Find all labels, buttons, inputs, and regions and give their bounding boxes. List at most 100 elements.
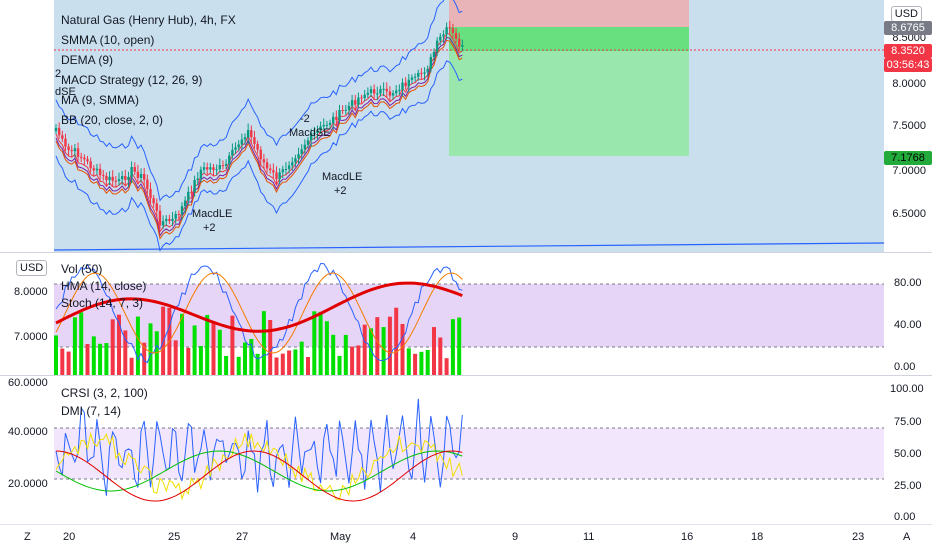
left-axis-volume[interactable]: USD 8.0000 7.0000 bbox=[0, 253, 54, 375]
crsi-pane[interactable]: 60.0000 40.0000 20.0000 CRSI (3, 2, 100)… bbox=[0, 376, 932, 524]
hma-line bbox=[55, 281, 463, 333]
candle-body bbox=[73, 148, 77, 152]
candle-body bbox=[246, 130, 250, 138]
legend-ma[interactable]: MA (9, SMMA) bbox=[61, 93, 140, 107]
candle-body bbox=[202, 167, 206, 170]
candle-body bbox=[366, 92, 370, 95]
candle-body bbox=[174, 214, 177, 219]
candle-body bbox=[432, 51, 436, 57]
price-pane[interactable]: Natural Gas (Henry Hub), 4h, FX SMMA (10… bbox=[0, 0, 932, 252]
volume-bar bbox=[148, 323, 153, 375]
candle-body bbox=[256, 143, 259, 150]
candle-body bbox=[398, 89, 401, 91]
legend-dmi[interactable]: DMI (7, 14) bbox=[61, 404, 122, 418]
candle-body bbox=[80, 156, 83, 158]
price-legend: Natural Gas (Henry Hub), 4h, FX SMMA (10… bbox=[61, 10, 236, 130]
left-tick: 40.0000 bbox=[8, 426, 48, 438]
legend-stoch[interactable]: Stoch (14, 7, 3) bbox=[61, 296, 144, 310]
right-tick: 0.00 bbox=[894, 511, 916, 523]
price-axis[interactable]: USD 8.5000 8.0000 7.5000 7.0000 6.5000 8… bbox=[884, 0, 932, 252]
candle-body bbox=[161, 221, 165, 226]
candle-body bbox=[114, 180, 118, 182]
candle-body bbox=[187, 191, 190, 201]
candle-body bbox=[461, 45, 464, 47]
time-axis[interactable]: Z 20 25 27 May 4 9 11 16 18 23 A bbox=[0, 524, 932, 551]
volume-bar bbox=[337, 355, 342, 375]
volume-bar bbox=[324, 321, 329, 375]
volume-bar bbox=[400, 323, 405, 375]
price-tick: 7.5000 bbox=[892, 120, 926, 132]
volume-bar bbox=[375, 317, 380, 375]
candle-body bbox=[171, 218, 174, 221]
candle-body bbox=[413, 76, 417, 78]
volume-bar bbox=[425, 349, 430, 375]
candle-body bbox=[259, 149, 262, 160]
volume-bar bbox=[98, 343, 103, 375]
volume-bar bbox=[438, 337, 443, 375]
legend-dema[interactable]: DEMA (9) bbox=[61, 53, 114, 67]
candle-body bbox=[127, 176, 130, 180]
time-label: 23 bbox=[852, 531, 865, 543]
price-chart-canvas[interactable] bbox=[54, 0, 884, 252]
candle-body bbox=[442, 34, 445, 37]
volume-bar bbox=[192, 325, 197, 375]
auto-scale-toggle[interactable]: A bbox=[903, 531, 911, 543]
candle-body bbox=[328, 122, 332, 125]
price-plot[interactable] bbox=[54, 0, 884, 252]
left-axis-crsi[interactable]: 60.0000 40.0000 20.0000 bbox=[0, 376, 54, 524]
candle-body bbox=[89, 161, 92, 169]
candle-body bbox=[410, 77, 414, 80]
legend-crsi[interactable]: CRSI (3, 2, 100) bbox=[61, 386, 148, 400]
volume-bar bbox=[142, 342, 147, 375]
volume-bar bbox=[110, 319, 115, 375]
candle-body bbox=[92, 168, 95, 171]
candle-body bbox=[454, 32, 458, 39]
pane-separator[interactable] bbox=[0, 375, 932, 376]
volume-bar bbox=[230, 315, 235, 375]
candle-body bbox=[407, 79, 410, 87]
volume-bar bbox=[318, 311, 323, 375]
right-tick: 80.00 bbox=[894, 277, 922, 289]
crsi-chart-canvas[interactable] bbox=[54, 376, 884, 524]
candle-body bbox=[124, 176, 127, 180]
volume-bar bbox=[312, 311, 317, 375]
signal-macd-se-qty: -2 bbox=[300, 113, 310, 125]
legend-macd-strategy[interactable]: MACD Strategy (12, 26, 9) bbox=[61, 73, 203, 87]
candle-body bbox=[221, 165, 225, 167]
currency-button[interactable]: USD bbox=[890, 6, 922, 22]
volume-pane[interactable]: USD 8.0000 7.0000 Vol (50) HMA (14, clos… bbox=[0, 253, 932, 375]
timezone-toggle[interactable]: Z bbox=[24, 531, 31, 543]
candle-body bbox=[319, 126, 322, 131]
candle-body bbox=[117, 179, 121, 181]
volume-bar bbox=[457, 317, 462, 375]
volume-bar bbox=[243, 342, 247, 375]
volume-plot[interactable] bbox=[54, 253, 884, 375]
candle-body bbox=[149, 188, 152, 199]
candle-body bbox=[395, 90, 398, 94]
volume-bar bbox=[362, 324, 367, 375]
legend-symbol[interactable]: Natural Gas (Henry Hub), 4h, FX bbox=[61, 13, 236, 27]
candle-body bbox=[193, 180, 196, 193]
price-tick: 6.5000 bbox=[892, 208, 926, 220]
crsi-line bbox=[55, 398, 463, 496]
candle-body bbox=[338, 110, 341, 120]
crsi-axis[interactable]: 100.00 75.00 50.00 25.00 0.00 bbox=[884, 376, 932, 524]
currency-button-left[interactable]: USD bbox=[16, 260, 48, 276]
crsi-plot[interactable] bbox=[54, 376, 884, 524]
pane-separator[interactable] bbox=[0, 252, 932, 253]
volume-bar bbox=[293, 349, 298, 375]
stoch-axis[interactable]: 80.00 40.00 0.00 bbox=[884, 253, 932, 375]
signal-marker-left-label: dSE bbox=[55, 86, 76, 98]
volume-chart-canvas[interactable] bbox=[54, 253, 884, 375]
legend-hma[interactable]: HMA (14, close) bbox=[61, 279, 147, 293]
price-tag-high: 8.6765 bbox=[884, 21, 932, 35]
volume-bar bbox=[306, 356, 310, 375]
legend-smma[interactable]: SMMA (10, open) bbox=[61, 33, 155, 47]
candle-body bbox=[335, 116, 338, 120]
stoch-d-line bbox=[55, 272, 463, 354]
legend-bb[interactable]: BB (20, close, 2, 0) bbox=[61, 113, 164, 127]
candle-body bbox=[435, 40, 439, 52]
legend-vol[interactable]: Vol (50) bbox=[61, 262, 103, 276]
candle-body bbox=[64, 138, 67, 147]
volume-bar bbox=[280, 353, 285, 375]
